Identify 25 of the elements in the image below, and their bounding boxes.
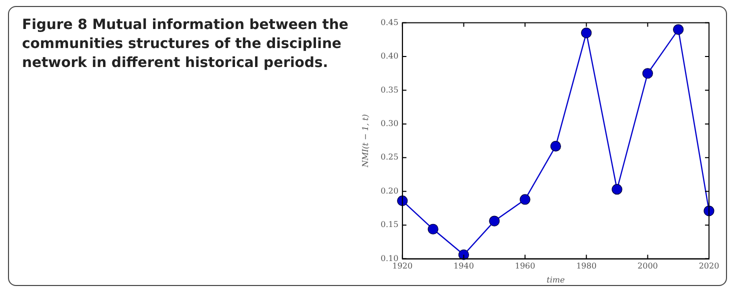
point [612,184,622,195]
y-tick-label: 0.45 [380,18,398,27]
x-tick-label: 1920 [392,262,413,271]
y-tick-label: 0.35 [380,85,398,94]
point [581,28,592,38]
text: Figure 8 Mutual information between the communities structures of the discipline network in different historical periods. [22,16,350,73]
point [428,224,438,234]
x-tick-label: 1940 [454,262,474,271]
y-tick-label: 0.15 [380,220,398,230]
point [642,68,653,79]
x-tick-label: 1960 [514,262,536,271]
point [550,140,562,152]
x-axis-title: time [546,275,566,284]
y-tick-label: 0.30 [380,119,398,128]
x-tick-label: 2020 [698,262,720,271]
point [520,194,530,205]
y-tick-label: 0.25 [380,152,398,162]
point [489,216,500,226]
x-tick-label: 2000 [638,262,658,271]
y-axis-title: NMI(t − 1, t) [360,114,370,168]
y-tick-label: 0.40 [380,52,398,61]
x-tick-label: 1980 [576,262,597,271]
point [673,24,684,35]
y-tick-label: 0.20 [380,186,398,196]
y-tick-label: 0.10 [380,254,398,263]
